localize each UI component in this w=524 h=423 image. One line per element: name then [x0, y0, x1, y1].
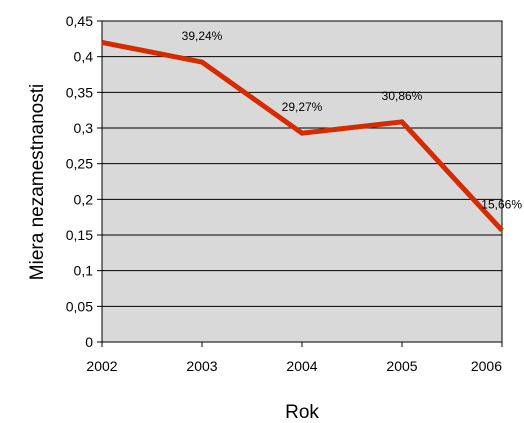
x-tick-label: 2004 [286, 358, 317, 374]
x-tick-label: 2003 [186, 358, 217, 374]
data-label: 29,27% [282, 100, 323, 114]
y-tick-label: 0 [85, 334, 93, 350]
y-tick-label: 0,45 [66, 13, 93, 29]
data-label: 39,24% [182, 29, 223, 43]
plot-area [101, 20, 503, 343]
y-tick-label: 0,35 [66, 84, 93, 100]
y-tick-label: 0,3 [74, 120, 94, 136]
x-tick-label: 2002 [86, 358, 117, 374]
y-tick-label: 0,25 [66, 156, 93, 172]
series-line [101, 39, 504, 232]
x-axis-title: Rok [285, 402, 319, 423]
x-tick-label: 2006 [471, 358, 502, 374]
series-layer [101, 39, 504, 232]
y-tick-label: 0,1 [74, 263, 94, 279]
y-tick-label: 0,05 [66, 298, 93, 314]
x-tick-label: 2005 [386, 358, 417, 374]
y-tick-labels: 0 0,05 0,1 0,15 0,2 0,25 0,3 0,35 0,4 0,45 [66, 13, 93, 350]
y-axis-title: Miera nezamestnanosti [27, 84, 48, 280]
data-label: 15,66% [481, 197, 522, 211]
y-tick-label: 0,15 [66, 227, 93, 243]
data-labels: 39,24% 29,27% 30,86% 15,66% [182, 29, 523, 211]
y-tick-label: 0,2 [74, 191, 94, 207]
x-tick-labels: 2002 2003 2004 2005 2006 [86, 358, 502, 374]
gridlines [97, 20, 503, 347]
y-tick-label: 0,4 [74, 49, 94, 65]
data-label: 30,86% [382, 89, 423, 103]
